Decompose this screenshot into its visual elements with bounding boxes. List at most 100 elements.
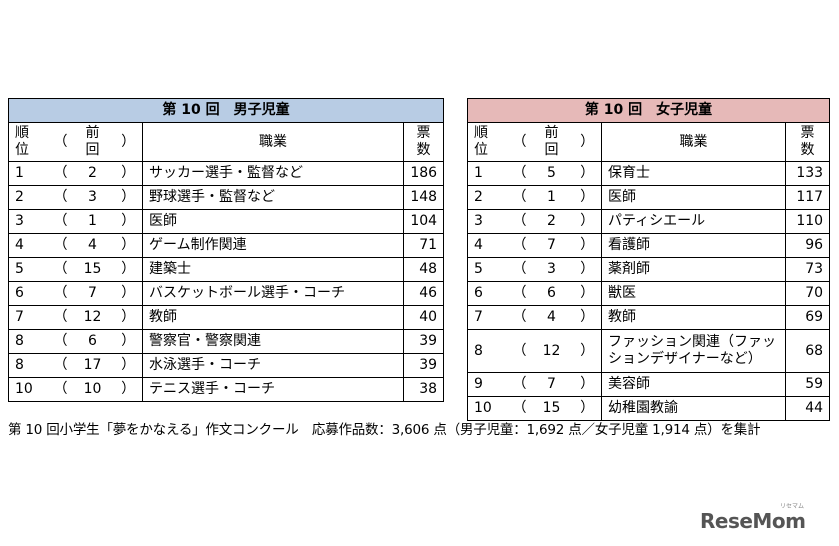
- stacked-text: 票数: [801, 125, 815, 159]
- previous-rank-cell: 15: [70, 257, 115, 282]
- paren-open: （: [50, 257, 71, 282]
- text-line: 票: [800, 125, 815, 141]
- paren-close: ）: [573, 122, 602, 162]
- text-line: 数: [800, 142, 815, 158]
- votes-cell: 69: [784, 305, 831, 330]
- previous-rank-header: 前回: [70, 122, 115, 162]
- text-line: ションデザイナーなど）: [608, 351, 762, 367]
- rank-cell: 2: [8, 185, 51, 210]
- votes-cell: 104: [402, 209, 445, 234]
- paren-open: （: [50, 329, 71, 354]
- rank-cell: 4: [8, 233, 51, 258]
- paren-open: （: [509, 257, 530, 282]
- paren-close: ）: [573, 257, 602, 282]
- votes-cell: 96: [784, 233, 831, 258]
- votes-cell: 186: [402, 161, 445, 186]
- paren-open: （: [50, 377, 71, 402]
- rank-cell: 8: [8, 329, 51, 354]
- rank-cell: 4: [467, 233, 510, 258]
- table-row: 6 （7）バスケットボール選手・コーチ 46: [8, 281, 445, 306]
- table-row: 1 （5）保育士 133: [467, 161, 831, 186]
- paren-close: ）: [114, 257, 143, 282]
- rank-cell: 7: [467, 305, 510, 330]
- paren-open: （: [509, 396, 530, 421]
- votes-cell: 117: [784, 185, 831, 210]
- rank-cell: 6: [8, 281, 51, 306]
- occupation-cell: パティシエール: [601, 209, 786, 234]
- table-row: 2 （1）医師 117: [467, 185, 831, 210]
- previous-rank-cell: 17: [70, 353, 115, 378]
- paren-close: ）: [573, 329, 602, 373]
- previous-rank-cell: 4: [529, 305, 574, 330]
- paren-close: ）: [573, 185, 602, 210]
- paren-open: （: [509, 233, 530, 258]
- rank-cell: 1: [8, 161, 51, 186]
- previous-rank-cell: 15: [529, 396, 574, 421]
- votes-cell: 38: [402, 377, 445, 402]
- occupation-cell: 幼稚園教諭: [601, 396, 786, 421]
- previous-rank-cell: 12: [70, 305, 115, 330]
- text-line: 位: [15, 142, 29, 158]
- votes-cell: 44: [784, 396, 831, 421]
- votes-header: 票数: [402, 122, 445, 162]
- previous-rank-cell: 7: [70, 281, 115, 306]
- occupation-cell: 獣医: [601, 281, 786, 306]
- votes-cell: 48: [402, 257, 445, 282]
- occupation-cell: 警察官・警察関連: [142, 329, 404, 354]
- paren-close: ）: [573, 233, 602, 258]
- paren-open: （: [50, 305, 71, 330]
- logo-subtext: リセマム: [780, 503, 805, 510]
- paren-open: （: [509, 209, 530, 234]
- table-row: 8 （6）警察官・警察関連 39: [8, 329, 445, 354]
- paren-open: （: [50, 281, 71, 306]
- table-row: 10 （15）幼稚園教諭 44: [467, 396, 831, 421]
- female-ranking-table: 第 10 回 女子児童順位（前回）職業票数 1 （5）保育士 133 2 （1）医師 117…: [466, 98, 831, 421]
- votes-cell: 59: [784, 372, 831, 397]
- paren-close: ）: [573, 305, 602, 330]
- paren-close: ）: [573, 209, 602, 234]
- paren-close: ）: [114, 353, 143, 378]
- text-line: 前: [85, 125, 100, 141]
- paren-close: ）: [573, 372, 602, 397]
- text-line: 票: [416, 125, 431, 141]
- paren-open: （: [509, 161, 530, 186]
- occupation-cell: 野球選手・監督など: [142, 185, 404, 210]
- paren-close: ）: [573, 281, 602, 306]
- votes-cell: 68: [784, 329, 831, 373]
- rank-cell: 8: [8, 353, 51, 378]
- occupation-cell: ファッション関連（ファッ ションデザイナーなど）: [601, 329, 786, 373]
- occupation-cell: 教師: [601, 305, 786, 330]
- text-line: 前: [544, 125, 559, 141]
- table-row: 7 （12）教師 40: [8, 305, 445, 330]
- paren-open: （: [50, 185, 71, 210]
- votes-cell: 148: [402, 185, 445, 210]
- previous-rank-header: 前回: [529, 122, 574, 162]
- occupation-cell: 医師: [601, 185, 786, 210]
- paren-open: （: [50, 122, 71, 162]
- paren-open: （: [509, 122, 530, 162]
- rank-header: 順位: [467, 122, 510, 162]
- table-row: 7 （4）教師 69: [467, 305, 831, 330]
- votes-cell: 110: [784, 209, 831, 234]
- votes-cell: 40: [402, 305, 445, 330]
- paren-open: （: [509, 281, 530, 306]
- rank-cell: 5: [8, 257, 51, 282]
- rank-cell: 5: [467, 257, 510, 282]
- table-row: 5 （15）建築士 48: [8, 257, 445, 282]
- previous-rank-cell: 2: [529, 209, 574, 234]
- table-row: 3 （2）パティシエール 110: [467, 209, 831, 234]
- stacked-text: 前回: [545, 125, 559, 159]
- table-row: 8 （12）ファッション関連（ファッ ションデザイナーなど） 68: [467, 329, 831, 373]
- paren-close: ）: [114, 329, 143, 354]
- paren-close: ）: [573, 396, 602, 421]
- text-line: 数: [416, 142, 431, 158]
- occupation-cell: 保育士: [601, 161, 786, 186]
- votes-cell: 46: [402, 281, 445, 306]
- occupation-cell: 美容師: [601, 372, 786, 397]
- paren-close: ）: [573, 161, 602, 186]
- occupation-cell: 教師: [142, 305, 404, 330]
- previous-rank-cell: 12: [529, 329, 574, 373]
- rank-cell: 7: [8, 305, 51, 330]
- logo-text: ReseMom: [700, 509, 806, 533]
- paren-close: ）: [114, 281, 143, 306]
